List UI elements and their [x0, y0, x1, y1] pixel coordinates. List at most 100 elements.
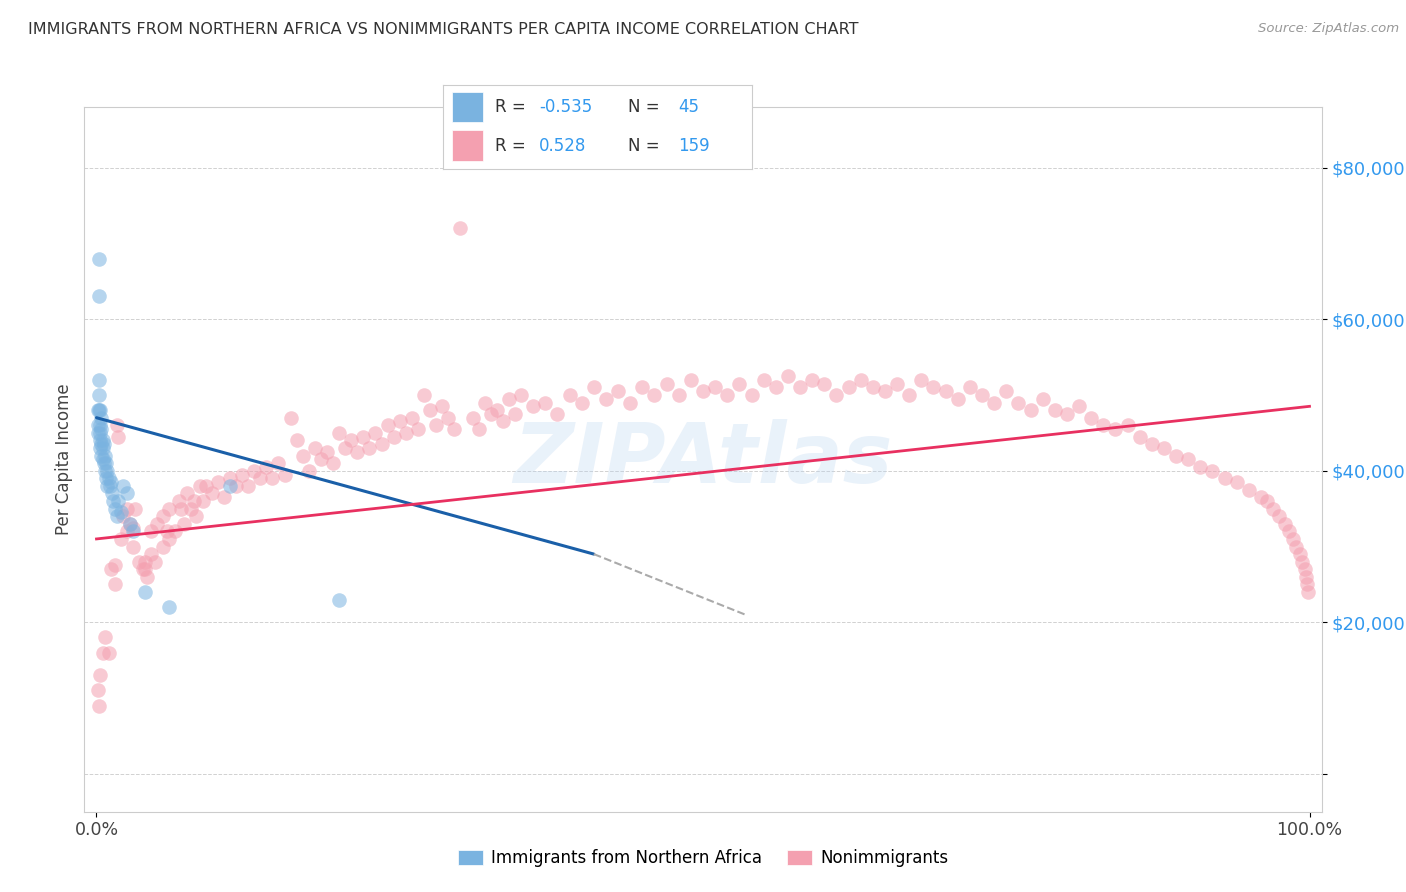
Point — [401, 410, 423, 425]
Point — [1201, 464, 1223, 478]
Point — [558, 388, 581, 402]
FancyBboxPatch shape — [453, 130, 484, 161]
Point — [97, 471, 120, 485]
Point — [120, 516, 142, 531]
Point — [377, 418, 399, 433]
Point — [91, 452, 114, 467]
Point — [94, 631, 117, 645]
Point — [1129, 430, 1152, 444]
Point — [1274, 516, 1296, 531]
Point — [231, 467, 253, 482]
Point — [219, 471, 242, 485]
Text: ZIPAtlas: ZIPAtlas — [513, 419, 893, 500]
Point — [333, 441, 356, 455]
Point — [87, 252, 110, 266]
Point — [801, 373, 824, 387]
Point — [479, 407, 502, 421]
Point — [1288, 547, 1310, 561]
Point — [176, 486, 198, 500]
Point — [825, 388, 848, 402]
Point — [115, 501, 138, 516]
Point — [498, 392, 520, 406]
Point — [122, 520, 145, 534]
Point — [1177, 452, 1199, 467]
Point — [1213, 471, 1236, 485]
FancyBboxPatch shape — [453, 92, 484, 122]
Point — [910, 373, 932, 387]
Point — [124, 501, 146, 516]
Point — [1092, 418, 1115, 433]
Point — [180, 501, 202, 516]
Point — [595, 392, 617, 406]
Y-axis label: Per Capita Income: Per Capita Income — [55, 384, 73, 535]
Point — [946, 392, 969, 406]
Point — [704, 380, 727, 394]
Point — [89, 434, 111, 448]
Point — [139, 524, 162, 539]
Point — [86, 683, 108, 698]
Point — [467, 422, 489, 436]
Text: IMMIGRANTS FROM NORTHERN AFRICA VS NONIMMIGRANTS PER CAPITA INCOME CORRELATION C: IMMIGRANTS FROM NORTHERN AFRICA VS NONIM… — [28, 22, 859, 37]
Point — [304, 441, 326, 455]
Point — [100, 475, 122, 489]
Point — [849, 373, 872, 387]
Point — [100, 562, 122, 576]
Point — [461, 410, 484, 425]
Point — [139, 547, 162, 561]
Point — [1237, 483, 1260, 497]
Point — [1067, 400, 1090, 414]
Point — [388, 415, 411, 429]
Point — [316, 445, 339, 459]
Point — [492, 415, 515, 429]
Point — [752, 373, 775, 387]
Point — [152, 509, 174, 524]
Point — [474, 395, 496, 409]
Point — [183, 494, 205, 508]
Point — [1250, 490, 1272, 504]
Point — [87, 373, 110, 387]
Point — [201, 486, 224, 500]
Point — [254, 459, 277, 474]
Point — [157, 600, 180, 615]
Point — [134, 555, 156, 569]
Point — [413, 388, 436, 402]
Point — [273, 467, 295, 482]
Point — [449, 221, 471, 235]
Point — [97, 646, 120, 660]
Point — [1278, 524, 1301, 539]
Point — [813, 376, 835, 391]
Point — [262, 471, 284, 485]
Text: N =: N = — [628, 136, 665, 154]
Point — [1116, 418, 1139, 433]
Point — [156, 524, 179, 539]
Point — [522, 400, 544, 414]
Point — [90, 410, 112, 425]
Point — [134, 562, 156, 576]
Point — [886, 376, 908, 391]
Point — [298, 464, 321, 478]
Point — [173, 516, 195, 531]
Point — [93, 456, 115, 470]
Point — [105, 509, 128, 524]
Point — [112, 479, 135, 493]
Point — [128, 555, 150, 569]
Point — [87, 403, 110, 417]
Point — [370, 437, 392, 451]
Text: R =: R = — [495, 98, 531, 116]
Point — [619, 395, 641, 409]
Point — [131, 562, 153, 576]
Point — [91, 441, 114, 455]
Point — [328, 425, 350, 440]
Point — [219, 479, 242, 493]
Point — [194, 479, 217, 493]
Point — [236, 479, 259, 493]
Point — [741, 388, 763, 402]
Point — [419, 403, 441, 417]
Point — [607, 384, 630, 399]
Point — [922, 380, 945, 394]
Point — [249, 471, 271, 485]
Point — [432, 400, 454, 414]
Text: R =: R = — [495, 136, 537, 154]
Point — [1056, 407, 1078, 421]
Point — [346, 445, 368, 459]
